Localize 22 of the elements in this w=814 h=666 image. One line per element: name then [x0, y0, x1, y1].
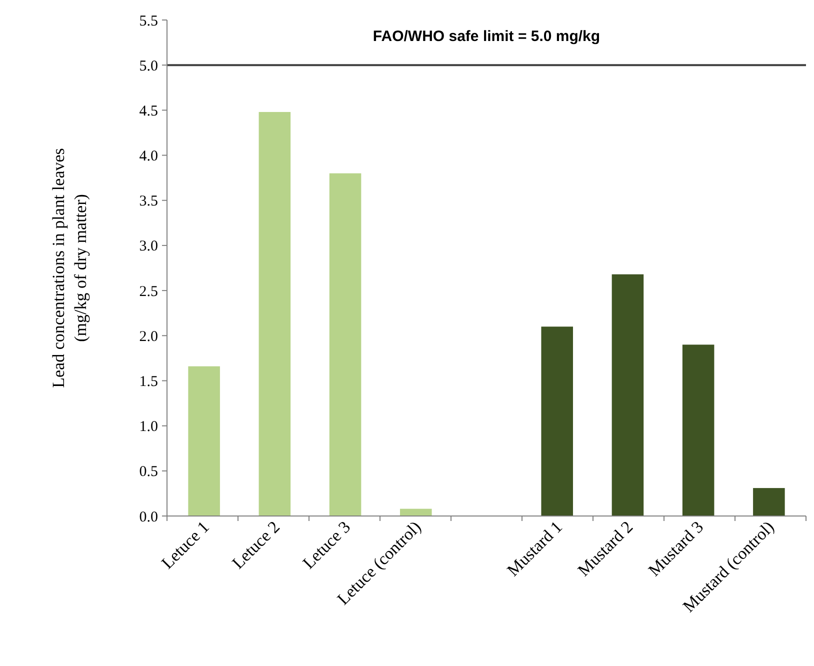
bar: [329, 173, 362, 516]
y-tick-label: 5.5: [139, 13, 158, 30]
ref-line-label: FAO/WHO safe limit = 5.0 mg/kg: [372, 28, 600, 46]
bar: [682, 344, 714, 516]
y-tick-label: 3.0: [139, 238, 158, 255]
bar: [258, 112, 291, 516]
y-tick-label: 2.0: [139, 328, 158, 345]
y-tick-label: 5.0: [139, 58, 158, 74]
y-tick-label: 4.5: [139, 103, 158, 120]
y-tick-label: 3.5: [139, 194, 158, 210]
y-tick-label: 1.0: [139, 419, 158, 436]
y-tick-label: 0.5: [139, 464, 158, 480]
y-tick-label: 4.0: [139, 148, 158, 165]
bar: [753, 488, 785, 516]
y-tick-label: 1.5: [139, 374, 158, 390]
y-tick-label: 0.0: [139, 509, 158, 526]
bar: [188, 366, 220, 516]
y-tick-label: 2.5: [139, 284, 158, 300]
bar: [541, 326, 573, 516]
bar: [612, 274, 644, 516]
y-axis-title: Lead concentrations in plant leaves (mg/kg of dry matter): [49, 148, 90, 388]
bar: [400, 508, 432, 516]
